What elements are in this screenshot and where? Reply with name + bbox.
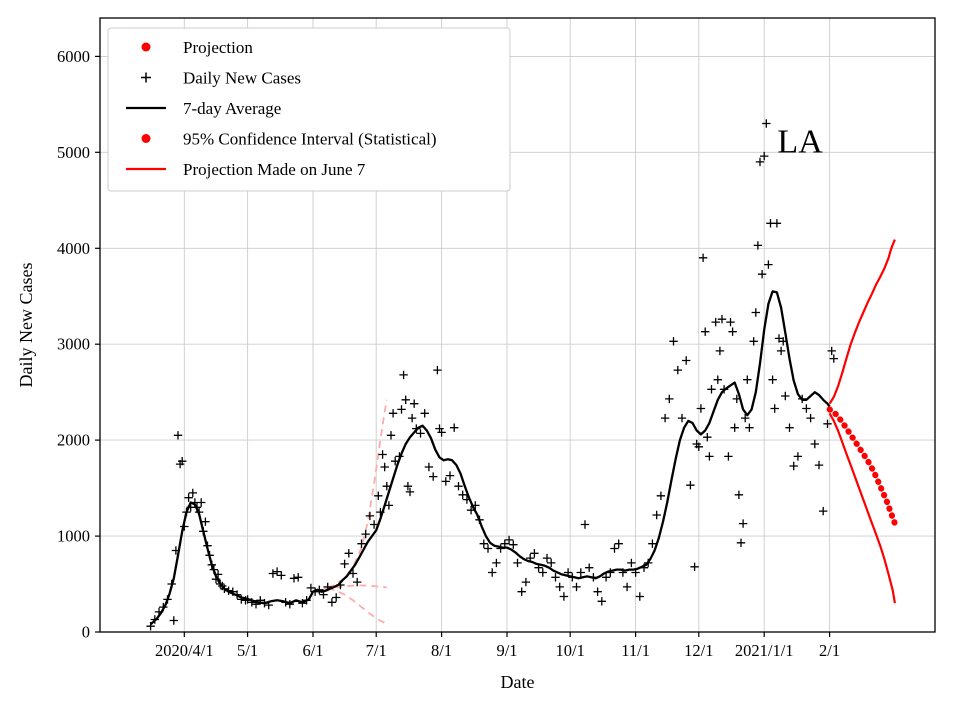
y-tick-label: 3000 <box>57 335 90 354</box>
x-tick-label: 12/1 <box>684 641 713 660</box>
x-tick-label: 2021/1/1 <box>735 641 794 660</box>
y-tick-label: 2000 <box>57 431 90 450</box>
legend-label: 7-day Average <box>183 99 281 118</box>
legend-label: 95% Confidence Interval (Statistical) <box>183 130 437 149</box>
y-tick-label: 0 <box>82 623 90 642</box>
x-tick-label: 10/1 <box>556 641 585 660</box>
legend-label: Daily New Cases <box>183 69 301 88</box>
y-tick-label: 5000 <box>57 143 90 162</box>
x-tick-label: 7/1 <box>366 641 387 660</box>
june7-projection-mid <box>323 584 387 590</box>
ci-upper-line <box>828 239 896 405</box>
x-tick-label: 11/1 <box>621 641 650 660</box>
legend: Projection Daily New Cases 7-day Average 95… <box>107 27 511 192</box>
x-tick-label: 2020/4/1 <box>155 641 214 660</box>
legend-dot-marker <box>141 42 151 52</box>
legend-box <box>107 27 511 192</box>
y-axis-label: Daily New Cases <box>16 263 36 388</box>
x-axis-label: Date <box>501 672 535 692</box>
x-tick-label: 6/1 <box>302 641 323 660</box>
legend-label: Projection <box>183 38 253 57</box>
legend-plus-marker <box>141 72 151 83</box>
legend-item: Projection <box>141 38 253 57</box>
y-tick-label: 1000 <box>57 527 90 546</box>
axis-ticks: 2020/4/1 5/1 6/1 7/1 8/1 9/1 10/1 11/1 12/1 2021/… <box>57 47 840 660</box>
legend-label: Projection Made on June 7 <box>183 160 366 179</box>
annotation-la: LA <box>777 123 823 160</box>
y-tick-label: 4000 <box>57 239 90 258</box>
ci-lower-line <box>828 412 896 604</box>
y-tick-label: 6000 <box>57 47 90 66</box>
x-tick-label: 5/1 <box>237 641 258 660</box>
legend-item: 95% Confidence Interval (Statistical) <box>141 130 437 149</box>
x-tick-label: 8/1 <box>431 641 452 660</box>
axes-frame <box>99 17 936 633</box>
legend-item: 7-day Average <box>126 99 281 118</box>
legend-item: Projection Made on June 7 <box>126 160 366 179</box>
daily-new-cases-scatter <box>146 119 838 631</box>
x-tick-label: 9/1 <box>496 641 517 660</box>
legend-item: Daily New Cases <box>141 69 301 88</box>
x-tick-label: 2/1 <box>819 641 840 660</box>
projection-dotted <box>826 406 898 527</box>
legend-dot-marker <box>141 134 151 143</box>
seven-day-average-line <box>149 290 831 626</box>
